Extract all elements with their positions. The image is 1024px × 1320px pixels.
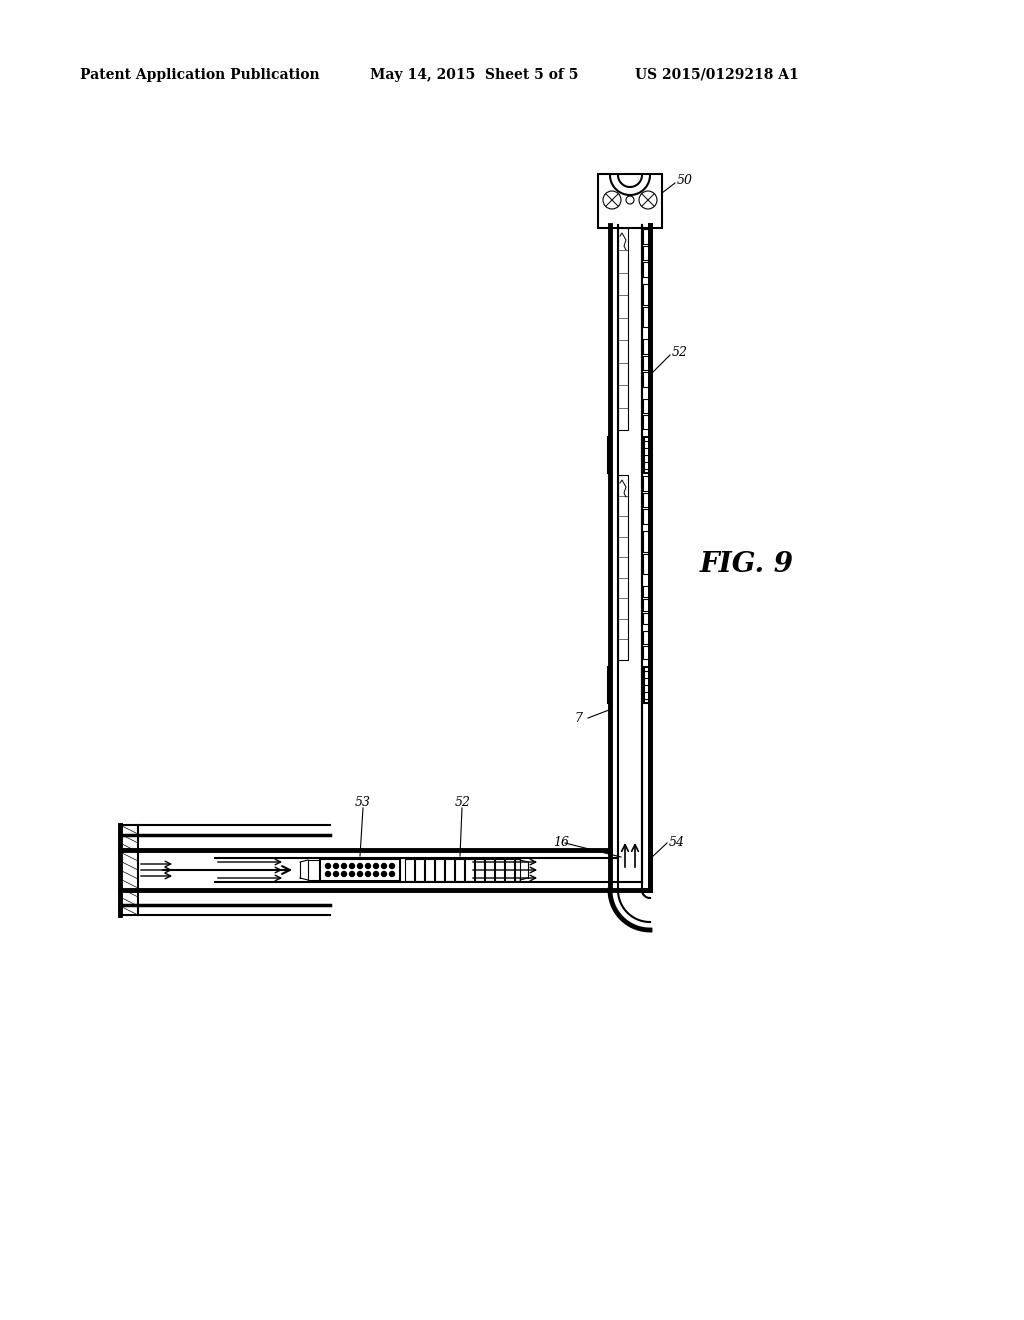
- Bar: [485, 859, 494, 880]
- Circle shape: [374, 863, 379, 869]
- Bar: [618, 475, 628, 660]
- Circle shape: [357, 863, 362, 869]
- Text: FIG. 9: FIG. 9: [700, 552, 794, 578]
- Bar: [425, 859, 434, 880]
- Circle shape: [366, 871, 371, 876]
- Bar: [643, 372, 649, 387]
- Bar: [643, 599, 649, 611]
- Text: 7: 7: [574, 711, 582, 725]
- Bar: [643, 263, 649, 277]
- Circle shape: [349, 863, 354, 869]
- Bar: [618, 228, 628, 430]
- Text: 52: 52: [455, 796, 471, 809]
- Circle shape: [334, 871, 339, 876]
- Text: 16: 16: [553, 837, 569, 850]
- Bar: [643, 631, 649, 644]
- Bar: [406, 859, 414, 880]
- Circle shape: [341, 871, 346, 876]
- Circle shape: [341, 863, 346, 869]
- Bar: [415, 859, 424, 880]
- Bar: [465, 859, 474, 880]
- Bar: [515, 859, 520, 880]
- Bar: [505, 859, 514, 880]
- Bar: [643, 510, 649, 524]
- Bar: [643, 246, 649, 260]
- Bar: [643, 284, 649, 305]
- Circle shape: [374, 871, 379, 876]
- Circle shape: [389, 871, 394, 876]
- Bar: [475, 859, 484, 880]
- Bar: [455, 859, 464, 880]
- Bar: [644, 667, 651, 704]
- Bar: [643, 414, 649, 429]
- Bar: [644, 437, 651, 473]
- Bar: [435, 859, 444, 880]
- Bar: [495, 859, 504, 880]
- Text: 52: 52: [672, 346, 688, 359]
- Circle shape: [382, 863, 386, 869]
- Bar: [643, 492, 649, 507]
- Circle shape: [357, 871, 362, 876]
- Bar: [643, 531, 649, 552]
- Text: 53: 53: [355, 796, 371, 809]
- Bar: [643, 553, 649, 574]
- Bar: [643, 355, 649, 371]
- Circle shape: [389, 863, 394, 869]
- Bar: [643, 612, 649, 624]
- Bar: [643, 477, 649, 491]
- Bar: [598, 174, 662, 228]
- Bar: [445, 859, 454, 880]
- Circle shape: [334, 863, 339, 869]
- Circle shape: [326, 871, 331, 876]
- Bar: [643, 399, 649, 413]
- Bar: [643, 586, 649, 598]
- Bar: [643, 339, 649, 354]
- Bar: [643, 228, 649, 244]
- Bar: [643, 306, 649, 327]
- Bar: [643, 645, 649, 659]
- Bar: [319, 859, 400, 880]
- Text: 50: 50: [677, 174, 693, 187]
- Text: Patent Application Publication: Patent Application Publication: [80, 69, 319, 82]
- Circle shape: [326, 863, 331, 869]
- Circle shape: [382, 871, 386, 876]
- Text: US 2015/0129218 A1: US 2015/0129218 A1: [635, 69, 799, 82]
- Circle shape: [366, 863, 371, 869]
- Text: May 14, 2015  Sheet 5 of 5: May 14, 2015 Sheet 5 of 5: [370, 69, 579, 82]
- Text: 54: 54: [669, 837, 685, 850]
- Circle shape: [349, 871, 354, 876]
